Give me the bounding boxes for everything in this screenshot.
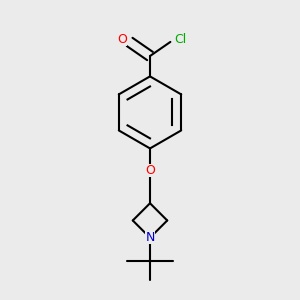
Text: N: N <box>145 231 155 244</box>
Text: Cl: Cl <box>175 33 187 46</box>
Text: O: O <box>145 164 155 177</box>
Text: O: O <box>117 33 127 46</box>
